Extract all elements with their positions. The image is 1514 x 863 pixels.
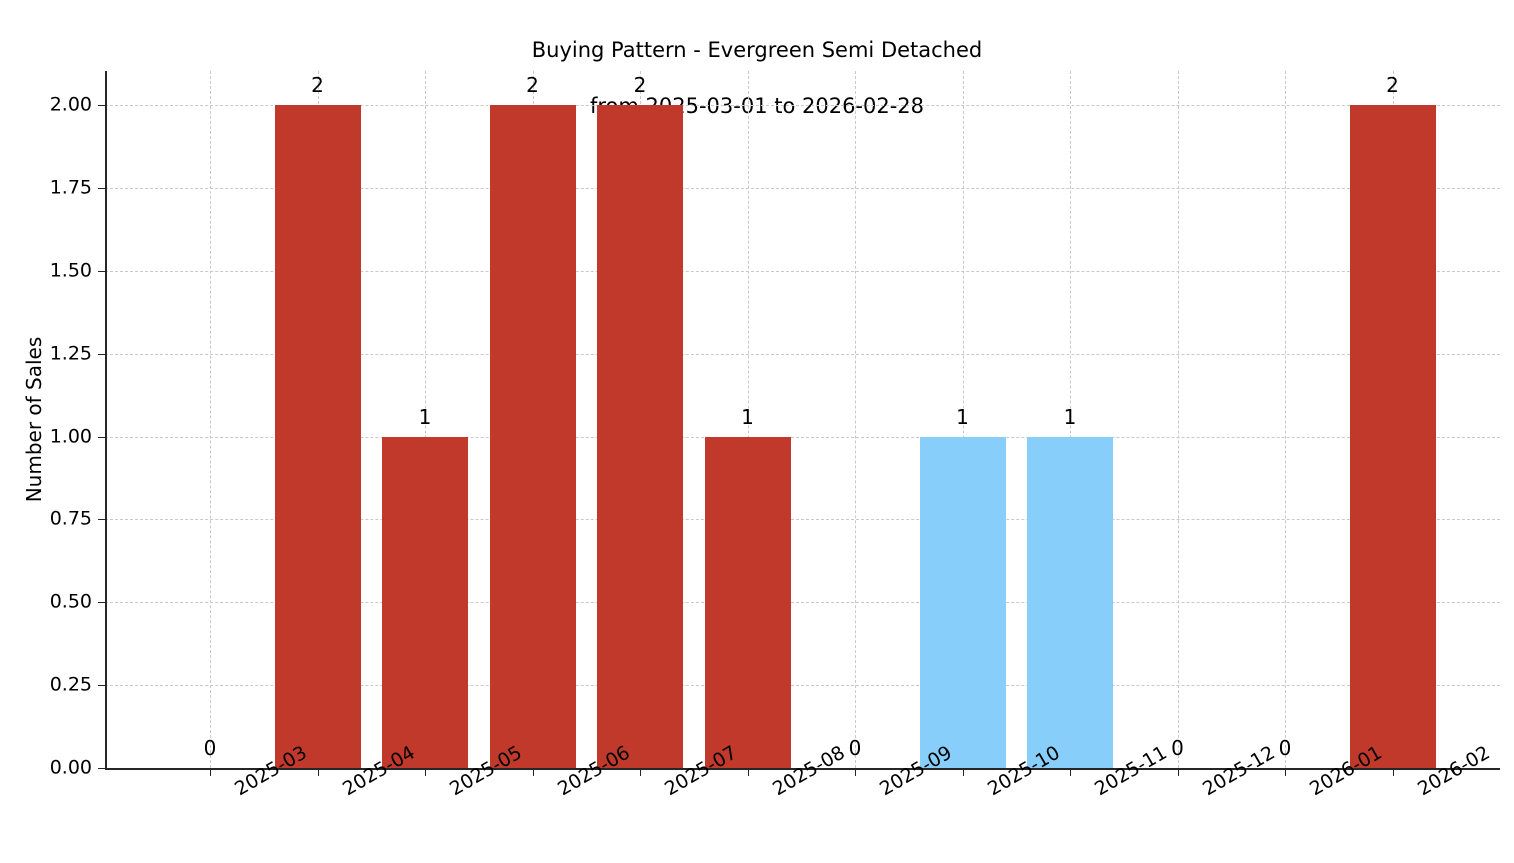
x-tick-label-2026-01: 2026-01 bbox=[1306, 741, 1386, 801]
y-tick-label: 0.75 bbox=[49, 507, 92, 530]
y-tick-mark bbox=[98, 768, 105, 769]
y-tick-label: 0.00 bbox=[49, 756, 92, 779]
x-tick-label-2025-03: 2025-03 bbox=[231, 741, 311, 801]
x-tick-mark bbox=[1285, 768, 1286, 776]
x-tick-mark bbox=[747, 768, 749, 776]
gridline-vertical bbox=[1070, 71, 1071, 768]
gridline-vertical bbox=[210, 71, 211, 768]
gridline-vertical bbox=[962, 71, 964, 768]
gridline-horizontal bbox=[105, 105, 1500, 106]
bar-2025-08[interactable] bbox=[704, 436, 791, 768]
y-tick-mark bbox=[98, 685, 105, 687]
y-tick-label: 1.25 bbox=[49, 342, 92, 365]
y-tick-mark bbox=[98, 602, 105, 604]
bar-value-label-2025-10: 1 bbox=[956, 404, 969, 429]
bar-value-label-2025-09: 0 bbox=[848, 736, 862, 760]
y-tick-label: 1.50 bbox=[49, 259, 92, 282]
gridline-horizontal bbox=[105, 519, 1500, 521]
bar-2025-04[interactable] bbox=[274, 105, 361, 768]
x-tick-label-2026-02: 2026-02 bbox=[1413, 741, 1494, 801]
bar-value-label-2025-05: 1 bbox=[418, 404, 432, 429]
x-tick-mark bbox=[210, 768, 211, 776]
y-tick-label: 1.75 bbox=[49, 176, 92, 199]
gridline-horizontal bbox=[105, 602, 1500, 604]
gridline-horizontal bbox=[105, 436, 1500, 438]
y-tick-mark bbox=[98, 270, 105, 272]
x-tick-label-2025-11: 2025-11 bbox=[1091, 741, 1171, 801]
bar-value-label-2025-03: 0 bbox=[203, 736, 217, 760]
bar-value-label-2025-06: 2 bbox=[526, 73, 539, 97]
y-tick-mark bbox=[98, 353, 105, 355]
x-tick-label-2025-12: 2025-12 bbox=[1198, 741, 1279, 801]
x-tick-mark bbox=[1177, 768, 1179, 776]
y-tick-mark bbox=[98, 436, 105, 438]
y-axis-spine bbox=[105, 71, 107, 768]
bar-value-label-2025-11: 1 bbox=[1063, 404, 1077, 429]
chart-title: Buying Pattern - Evergreen Semi Detached… bbox=[0, 8, 1514, 148]
x-tick-mark bbox=[640, 768, 641, 776]
bar-2025-10[interactable] bbox=[919, 436, 1006, 768]
y-tick-mark bbox=[98, 105, 105, 106]
gridline-horizontal bbox=[105, 270, 1500, 272]
bar-2025-06[interactable] bbox=[489, 105, 576, 768]
x-axis-spine bbox=[105, 768, 1500, 770]
y-axis-title: Number of Sales bbox=[22, 336, 46, 503]
y-tick-label: 2.00 bbox=[49, 93, 92, 116]
bar-value-label-2025-07: 2 bbox=[633, 73, 647, 97]
x-tick-label-2025-09: 2025-09 bbox=[876, 741, 956, 801]
x-tick-mark bbox=[532, 768, 534, 776]
y-tick-label: 0.50 bbox=[49, 590, 92, 613]
x-tick-label-2025-10: 2025-10 bbox=[983, 741, 1064, 801]
x-tick-label-2025-06: 2025-06 bbox=[553, 741, 634, 801]
y-tick-mark bbox=[98, 187, 105, 189]
x-tick-label-2025-04: 2025-04 bbox=[338, 741, 419, 801]
bar-2025-05[interactable] bbox=[382, 436, 468, 768]
bar-2025-07[interactable] bbox=[597, 105, 683, 768]
gridline-vertical bbox=[425, 71, 426, 768]
y-tick-label: 0.25 bbox=[49, 673, 92, 696]
gridline-horizontal bbox=[105, 685, 1500, 687]
bar-value-label-2025-08: 1 bbox=[741, 404, 754, 429]
gridline-vertical bbox=[1285, 71, 1286, 768]
bar-value-label-2026-02: 2 bbox=[1386, 73, 1399, 97]
x-tick-label-2025-07: 2025-07 bbox=[661, 741, 741, 801]
gridline-vertical bbox=[1177, 71, 1179, 768]
x-tick-label-2025-08: 2025-08 bbox=[768, 741, 849, 801]
gridline-vertical bbox=[855, 71, 856, 768]
gridline-horizontal bbox=[105, 187, 1500, 189]
plot-area: 0 2 1 2 2 1 0 1 1 0 0 2 bbox=[105, 71, 1500, 769]
bar-2026-02[interactable] bbox=[1349, 105, 1436, 768]
y-tick-label: 1.00 bbox=[49, 425, 92, 447]
x-tick-mark bbox=[425, 768, 426, 776]
gridline-horizontal bbox=[105, 353, 1500, 355]
y-tick-mark bbox=[98, 519, 105, 521]
x-tick-mark bbox=[855, 768, 856, 776]
bar-value-label-2025-12: 0 bbox=[1171, 736, 1184, 760]
bar-value-label-2026-01: 0 bbox=[1278, 736, 1292, 760]
x-tick-mark bbox=[1392, 768, 1394, 776]
chart-title-line-2: from 2025-03-01 to 2026-02-28 bbox=[589, 94, 925, 118]
gridline-vertical bbox=[747, 71, 749, 768]
bar-value-label-2025-04: 2 bbox=[311, 73, 324, 97]
x-tick-mark bbox=[317, 768, 319, 776]
bar-2025-11[interactable] bbox=[1027, 436, 1113, 768]
x-tick-mark bbox=[962, 768, 964, 776]
chart-title-line-1: Buying Pattern - Evergreen Semi Detached bbox=[531, 38, 983, 62]
x-tick-mark bbox=[1070, 768, 1071, 776]
x-tick-label-2025-05: 2025-05 bbox=[446, 741, 526, 801]
